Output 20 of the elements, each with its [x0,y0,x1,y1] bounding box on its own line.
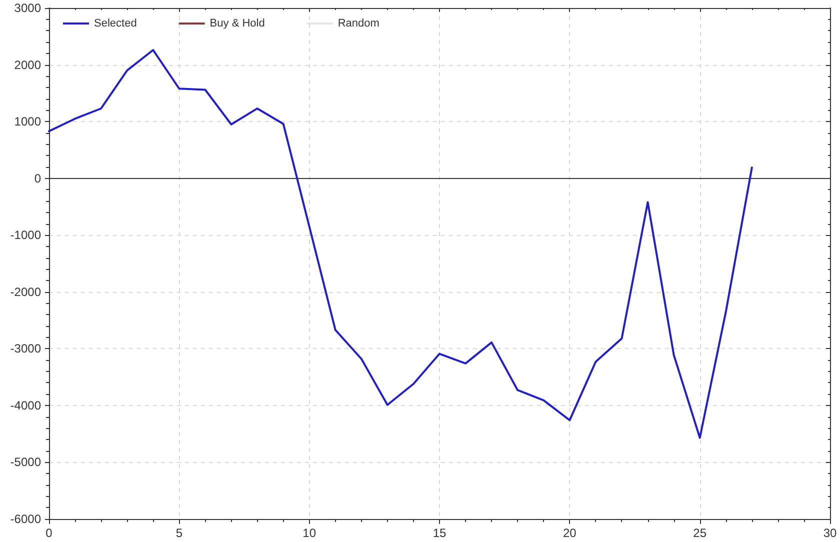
legend-label: Random [338,18,380,30]
y-tick-label: -2000 [10,284,42,299]
y-tick-label: -6000 [10,512,42,526]
legend-label: Selected [94,18,137,30]
y-tick-label: -1000 [10,228,42,242]
y-tick-label: 1000 [14,114,42,129]
x-tick-label: 30 [823,526,837,540]
y-tick-label: -4000 [10,398,42,412]
x-tick-label: 10 [302,526,316,540]
y-tick-label: 3000 [14,1,42,15]
legend-label: Buy & Hold [210,18,265,30]
y-tick-label: 2000 [14,58,42,72]
x-tick-label: 25 [693,526,707,540]
x-tick-label: 20 [562,526,577,540]
x-tick-label: 5 [176,526,183,540]
y-tick-label: -5000 [10,455,42,470]
y-tick-label: 0 [34,171,42,186]
x-tick-label: 0 [46,526,53,540]
y-tick-label: -3000 [10,342,42,356]
x-tick-label: 15 [432,526,446,540]
